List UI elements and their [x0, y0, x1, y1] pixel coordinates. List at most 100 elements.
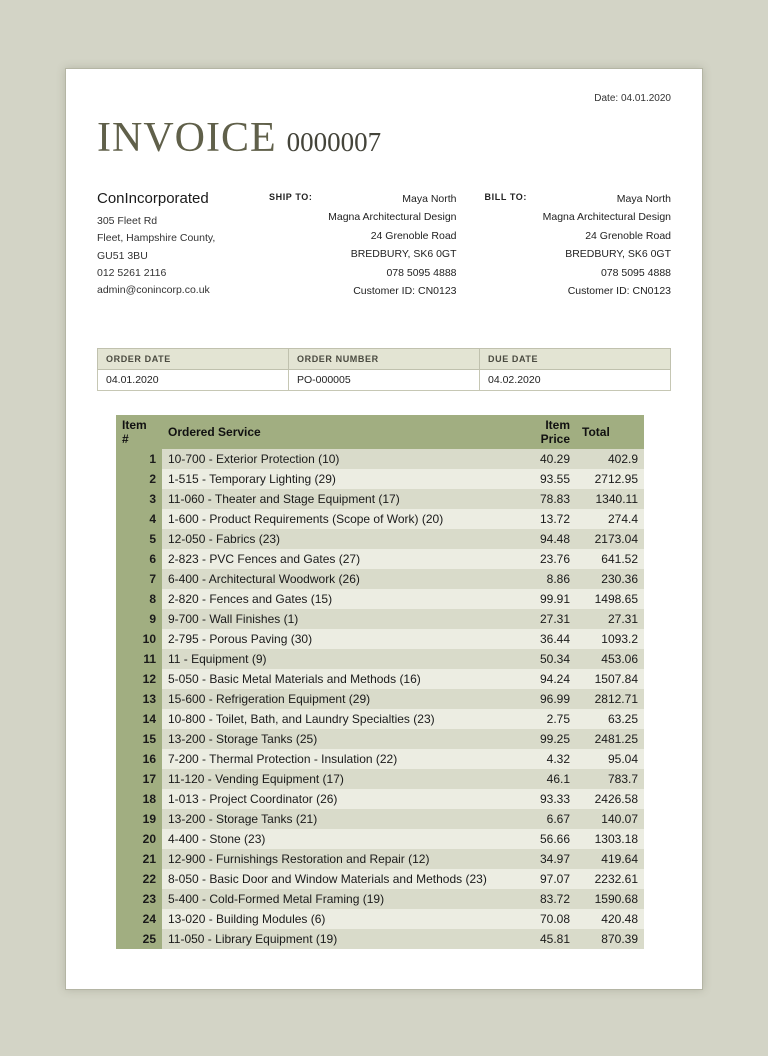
- item-price-cell: 93.55: [512, 469, 576, 490]
- item-price-cell: 78.83: [512, 489, 576, 510]
- item-price-cell: 56.66: [512, 829, 576, 850]
- item-number-cell: 7: [116, 569, 162, 590]
- total-cell: 1590.68: [576, 889, 644, 910]
- invoice-title-row: INVOICE 0000007: [97, 114, 671, 162]
- item-number-cell: 2: [116, 469, 162, 490]
- invoice-title: INVOICE: [97, 115, 277, 161]
- company-address-line: 012 5261 2116: [97, 266, 167, 279]
- item-number-cell: 23: [116, 889, 162, 910]
- total-cell: 641.52: [576, 549, 644, 570]
- total-cell: 1340.11: [576, 489, 644, 510]
- total-cell: 783.7: [576, 769, 644, 790]
- total-cell: 402.9: [576, 449, 644, 470]
- item-price-cell: 94.48: [512, 529, 576, 550]
- total-cell: 2173.04: [576, 529, 644, 550]
- company-block: ConIncorporated 305 Fleet Rd Fleet, Hamps…: [97, 190, 269, 300]
- item-price-cell: 23.76: [512, 549, 576, 570]
- service-cell: 13-200 - Storage Tanks (21): [162, 809, 512, 830]
- company-address: 305 Fleet Rd Fleet, Hampshire County, GU51…: [97, 213, 269, 300]
- total-cell: 420.48: [576, 909, 644, 930]
- total-cell: 140.07: [576, 809, 644, 830]
- order-date-header: ORDER DATE: [97, 348, 289, 371]
- item-row: 1 10-700 - Exterior Protection (10) 40.29 4…: [116, 449, 644, 470]
- total-cell: 2232.61: [576, 869, 644, 890]
- service-cell: 13-020 - Building Modules (6): [162, 909, 512, 930]
- service-cell: 6-400 - Architectural Woodwork (26): [162, 569, 512, 590]
- item-price-cell: 45.81: [512, 929, 576, 950]
- service-cell: 11 - Equipment (9): [162, 649, 512, 670]
- item-price-cell: 4.32: [512, 749, 576, 770]
- service-cell: 11-120 - Vending Equipment (17): [162, 769, 512, 790]
- item-price-cell: 96.99: [512, 689, 576, 710]
- item-row: 10 2-795 - Porous Paving (30) 36.44 1093.2: [116, 629, 644, 650]
- item-number-cell: 11: [116, 649, 162, 670]
- item-row: 16 7-200 - Thermal Protection - Insulatio…: [116, 749, 644, 770]
- service-cell: 1-013 - Project Coordinator (26): [162, 789, 512, 810]
- service-cell: 2-823 - PVC Fences and Gates (27): [162, 549, 512, 570]
- bill-to-line: 078 5095 4888: [600, 266, 672, 279]
- total-cell: 2712.95: [576, 469, 644, 490]
- item-price-cell: 8.86: [512, 569, 576, 590]
- items-table: Item # Ordered Service Item Price Total …: [116, 415, 644, 950]
- item-price-cell: 93.33: [512, 789, 576, 810]
- service-cell: 7-200 - Thermal Protection - Insulation …: [162, 749, 512, 770]
- item-row: 4 1-600 - Product Requirements (Scope of …: [116, 509, 644, 530]
- item-price-cell: 6.67: [512, 809, 576, 830]
- ordered-service-header: Ordered Service: [162, 415, 512, 450]
- total-cell: 419.64: [576, 849, 644, 870]
- item-number-cell: 5: [116, 529, 162, 550]
- total-cell: 453.06: [576, 649, 644, 670]
- item-number-cell: 12: [116, 669, 162, 690]
- item-price-cell: 46.1: [512, 769, 576, 790]
- item-row: 8 2-820 - Fences and Gates (15) 99.91 1498.…: [116, 589, 644, 610]
- item-row: 6 2-823 - PVC Fences and Gates (27) 23.76 6…: [116, 549, 644, 570]
- ship-to-line: Maya North: [402, 193, 457, 205]
- item-number-cell: 16: [116, 749, 162, 770]
- company-name: ConIncorporated: [97, 190, 209, 207]
- item-number-cell: 14: [116, 709, 162, 730]
- address-section: ConIncorporated 305 Fleet Rd Fleet, Hamps…: [97, 190, 671, 300]
- item-row: 25 11-050 - Library Equipment (19) 45.81 87…: [116, 929, 644, 950]
- item-price-cell: 97.07: [512, 869, 576, 890]
- service-cell: 2-820 - Fences and Gates (15): [162, 589, 512, 610]
- bill-to-line: Maya North: [616, 193, 672, 205]
- item-number-cell: 17: [116, 769, 162, 790]
- ship-to-address: Maya North Magna Architectural Design 24 G…: [312, 190, 456, 300]
- service-cell: 1-515 - Temporary Lighting (29): [162, 469, 512, 490]
- service-cell: 12-900 - Furnishings Restoration and Rep…: [162, 849, 512, 870]
- items-header-row: Item # Ordered Service Item Price Total: [116, 415, 644, 450]
- item-number-cell: 4: [116, 509, 162, 530]
- item-number-cell: 9: [116, 609, 162, 630]
- item-number-cell: 3: [116, 489, 162, 510]
- item-price-cell: 50.34: [512, 649, 576, 670]
- item-price-cell: 34.97: [512, 849, 576, 870]
- total-cell: 2481.25: [576, 729, 644, 750]
- item-row: 5 12-050 - Fabrics (23) 94.48 2173.04: [116, 529, 644, 550]
- bill-to-address: Maya North Magna Architectural Design 24 G…: [527, 190, 671, 300]
- service-cell: 9-700 - Wall Finishes (1): [162, 609, 512, 630]
- ship-to-line: 078 5095 4888: [386, 266, 457, 279]
- bill-to-block: BILL TO: Maya North Magna Architectural D…: [485, 190, 672, 300]
- item-price-header: Item Price: [512, 415, 576, 450]
- ship-to-block: SHIP TO: Maya North Magna Architectural D…: [269, 190, 457, 300]
- item-row: 9 9-700 - Wall Finishes (1) 27.31 27.31: [116, 609, 644, 630]
- item-price-cell: 36.44: [512, 629, 576, 650]
- ship-to-line: Customer ID: CN0123: [353, 284, 457, 297]
- service-cell: 12-050 - Fabrics (23): [162, 529, 512, 550]
- service-cell: 8-050 - Basic Door and Window Materials …: [162, 869, 512, 890]
- service-cell: 10-700 - Exterior Protection (10): [162, 449, 512, 470]
- item-row: 2 1-515 - Temporary Lighting (29) 93.55 271…: [116, 469, 644, 490]
- due-date-value: 04.02.2020: [479, 369, 671, 392]
- total-cell: 870.39: [576, 929, 644, 950]
- total-header: Total: [576, 415, 644, 450]
- total-cell: 274.4: [576, 509, 644, 530]
- total-cell: 2812.71: [576, 689, 644, 710]
- service-cell: 13-200 - Storage Tanks (25): [162, 729, 512, 750]
- item-row: 18 1-013 - Project Coordinator (26) 93.33 2…: [116, 789, 644, 810]
- bill-to-line: 24 Grenoble Road: [585, 229, 672, 242]
- item-number-cell: 8: [116, 589, 162, 610]
- bill-to-line: BREDBURY, SK6 0GT: [565, 248, 672, 261]
- item-number-cell: 10: [116, 629, 162, 650]
- order-number-header: ORDER NUMBER: [288, 348, 480, 371]
- service-cell: 11-060 - Theater and Stage Equipment (17…: [162, 489, 512, 510]
